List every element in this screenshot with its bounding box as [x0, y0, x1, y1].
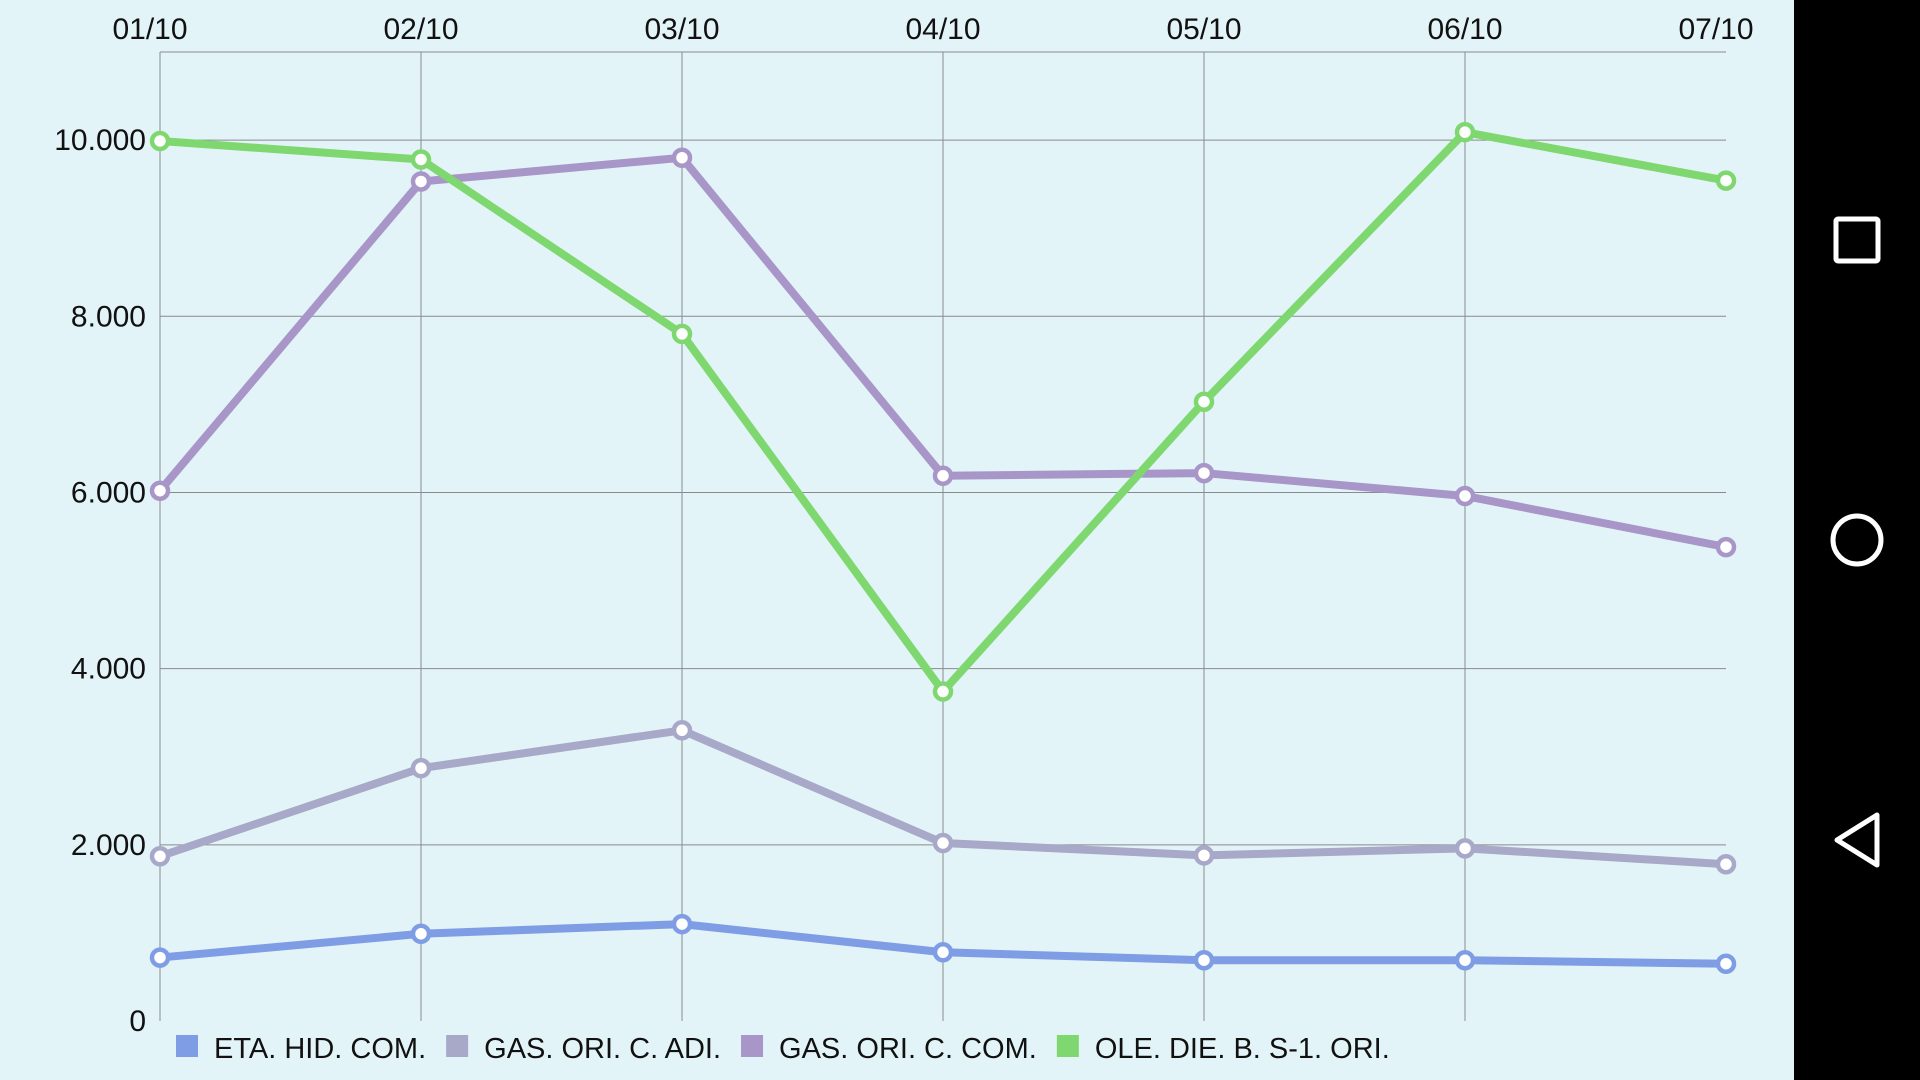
- circle-home-icon: [1830, 513, 1884, 567]
- series-3-point: [671, 147, 693, 168]
- series-4-point: [1454, 121, 1476, 143]
- x-tick-label: 02/10: [383, 13, 458, 46]
- legend-label-3: GAS. ORI. C. COM.: [779, 1033, 1037, 1065]
- series-3-point: [932, 465, 954, 486]
- series-2-point: [149, 846, 171, 867]
- legend-label-4: OLE. DIE. B. S-1. ORI.: [1095, 1033, 1390, 1065]
- series-2-point: [1715, 853, 1737, 875]
- series-3-point: [1715, 536, 1737, 558]
- series-4-point: [1193, 391, 1215, 412]
- series-4-point: [149, 130, 171, 152]
- series-2-point: [1454, 838, 1476, 859]
- line-chart: 0 2.000 4.000 6.000 8.000 10.000 01/10 02/10 03/…: [54, 13, 1753, 1065]
- series-1-point: [1193, 949, 1215, 971]
- series-2-point: [410, 757, 432, 779]
- series-1-point: [671, 913, 693, 935]
- series-1-point: [149, 947, 171, 968]
- x-tick-label: 01/10: [112, 13, 187, 46]
- legend-swatch-1: [176, 1035, 198, 1057]
- legend-swatch-3: [741, 1035, 764, 1057]
- android-navigation-bar: [1794, 0, 1920, 1080]
- y-tick-label: 6.000: [71, 476, 146, 509]
- series-4-point: [932, 681, 954, 702]
- series-3-point: [1454, 485, 1476, 507]
- home-button[interactable]: [1794, 465, 1920, 615]
- triangle-back-icon: [1834, 812, 1880, 868]
- y-tick-label: 0: [129, 1005, 146, 1038]
- y-tick-label: 8.000: [71, 300, 146, 333]
- series-2-point: [671, 720, 693, 741]
- x-tick-label: 06/10: [1427, 13, 1502, 46]
- back-button[interactable]: [1794, 765, 1920, 915]
- y-tick-label: 4.000: [71, 653, 146, 686]
- x-tick-label: 07/10: [1678, 13, 1753, 46]
- series-2-point: [1193, 845, 1215, 866]
- series-3-point: [149, 480, 171, 501]
- y-tick-label: 10.000: [54, 124, 146, 157]
- chart-svg: 0 2.000 4.000 6.000 8.000 10.000 01/10 02/10 03/…: [54, 13, 1753, 1065]
- series-2-point: [932, 832, 954, 854]
- series-1-point: [1454, 949, 1476, 971]
- series-4-point: [1715, 170, 1737, 191]
- series-3-point: [1193, 462, 1215, 484]
- legend-label-2: GAS. ORI. C. ADI.: [484, 1033, 721, 1065]
- x-tick-label: 03/10: [644, 13, 719, 46]
- y-tick-label: 2.000: [71, 829, 146, 862]
- x-tick-label: 05/10: [1166, 13, 1241, 46]
- series-3-point: [410, 171, 432, 192]
- legend-label-1: ETA. HID. COM.: [214, 1033, 426, 1065]
- legend-swatch-4: [1056, 1035, 1079, 1057]
- recents-button[interactable]: [1794, 165, 1920, 315]
- series-1-point: [932, 942, 954, 963]
- x-tick-label: 04/10: [905, 13, 980, 46]
- series-1-point: [1715, 953, 1737, 974]
- series-4-point: [671, 323, 693, 345]
- series-1-point: [410, 923, 432, 945]
- square-recents-icon: [1833, 216, 1881, 264]
- legend-swatch-2: [446, 1035, 469, 1057]
- series-4-point: [410, 149, 432, 170]
